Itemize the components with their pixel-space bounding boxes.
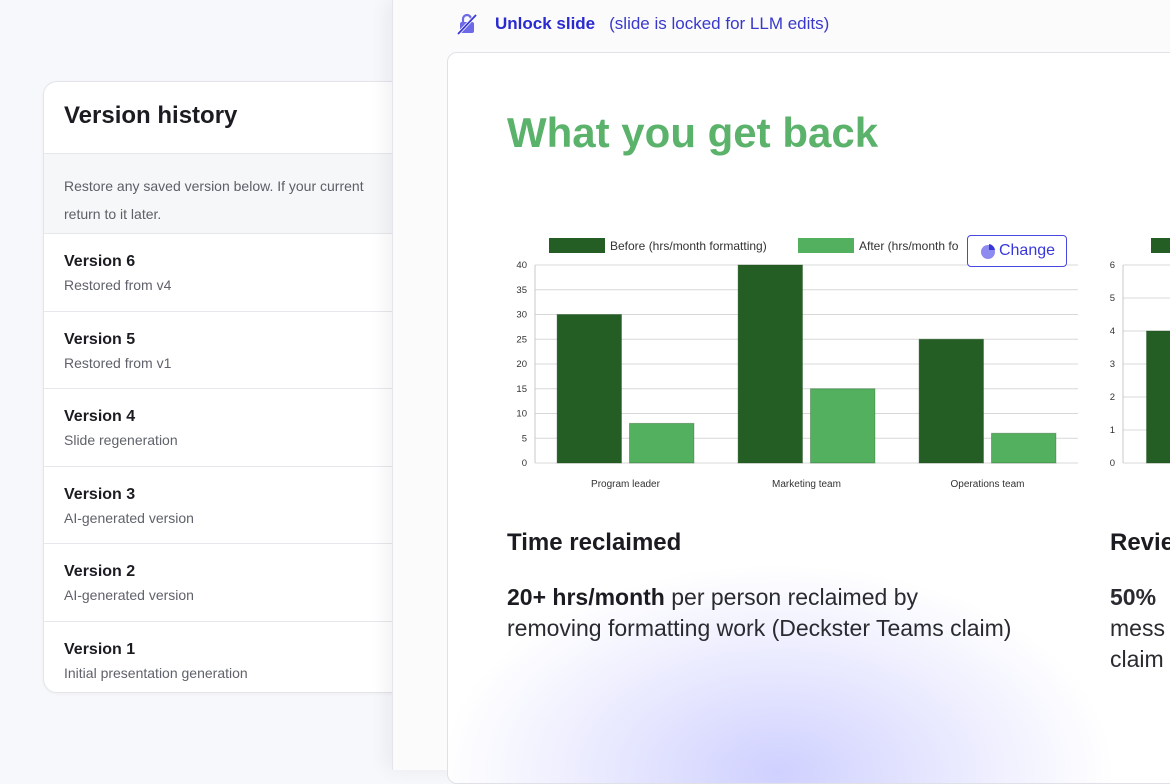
lock-status-note: (slide is locked for LLM edits)	[609, 14, 829, 34]
slide-title: What you get back	[507, 109, 878, 157]
version-detail: Restored from v1	[64, 354, 444, 372]
time-body-line2: removing formatting work (Deckster Teams…	[507, 615, 1011, 641]
y-tick-label: 1	[1110, 425, 1115, 436]
version-detail: Restored from v4	[64, 276, 444, 294]
time-body-rest: per person reclaimed by	[665, 584, 918, 610]
legend-swatch	[549, 238, 605, 253]
version-name: Version 6	[64, 252, 444, 272]
unlock-slide-button[interactable]: Unlock slide	[495, 14, 595, 34]
time-body-bold: 20+ hrs/month	[507, 584, 665, 610]
lock-bar: Unlock slide (slide is locked for LLM ed…	[455, 12, 829, 36]
description-line-2: return to it later.	[64, 200, 444, 228]
bar	[738, 265, 802, 463]
y-tick-label: 3	[1110, 359, 1115, 370]
legend-swatch	[1151, 238, 1170, 253]
y-tick-label: 0	[1110, 458, 1115, 469]
review-bold: 50%	[1110, 584, 1156, 610]
y-tick-label: 20	[516, 359, 527, 370]
y-tick-label: 30	[516, 310, 527, 321]
review-line3: claim	[1110, 644, 1170, 675]
bar	[811, 389, 875, 463]
version-name: Version 5	[64, 330, 444, 350]
bar	[919, 339, 983, 463]
version-name: Version 2	[64, 562, 444, 582]
y-tick-label: 2	[1110, 392, 1115, 403]
version-name: Version 3	[64, 485, 444, 505]
x-tick-label: Program leader	[591, 479, 661, 490]
y-tick-label: 6	[1110, 260, 1115, 271]
time-reclaimed-heading: Time reclaimed	[507, 529, 681, 557]
version-detail: AI-generated version	[64, 586, 444, 604]
bar	[630, 423, 694, 463]
version-detail: Slide regeneration	[64, 431, 444, 449]
bar	[557, 315, 621, 464]
review-body: 50% mess claim	[1110, 582, 1170, 675]
x-tick-label: Operations team	[951, 479, 1025, 490]
version-name: Version 1	[64, 640, 444, 660]
y-tick-label: 5	[1110, 293, 1115, 304]
y-tick-label: 5	[522, 433, 527, 444]
bar	[1147, 331, 1170, 463]
slide-editor-panel: Unlock slide (slide is locked for LLM ed…	[392, 0, 1170, 770]
bar	[992, 433, 1056, 463]
bar-chart[interactable]: 0 5 10 15 20 25 30 35 40 Program leader Marketing …	[478, 231, 1088, 501]
y-tick-label: 0	[522, 458, 527, 469]
description-line-1: Restore any saved version below. If your…	[64, 172, 444, 200]
y-tick-label: 4	[1110, 326, 1115, 337]
version-detail: AI-generated version	[64, 509, 444, 527]
x-tick-label: Marketing team	[772, 479, 841, 490]
y-tick-label: 40	[516, 260, 527, 271]
version-detail: Initial presentation generation	[64, 664, 444, 682]
bar-chart-secondary[interactable]: 0 1 2 3 4 5 6	[1088, 231, 1170, 501]
legend-entry: After (hrs/month fo	[859, 239, 959, 253]
y-tick-label: 15	[516, 384, 527, 395]
review-heading: Revie	[1110, 529, 1170, 557]
y-tick-label: 35	[516, 285, 527, 296]
pie-chart-icon	[979, 242, 997, 260]
version-name: Version 4	[64, 407, 444, 427]
y-tick-label: 10	[516, 409, 527, 420]
legend-swatch	[798, 238, 854, 253]
time-reclaimed-body: 20+ hrs/month per person reclaimed by re…	[507, 582, 1087, 644]
legend-entry: Before (hrs/month formatting)	[610, 239, 767, 253]
lock-off-icon[interactable]	[455, 12, 479, 36]
review-line2: mess	[1110, 613, 1170, 644]
change-label: Change	[999, 242, 1055, 260]
y-tick-label: 25	[516, 334, 527, 345]
change-chart-button[interactable]: Change	[967, 235, 1067, 267]
